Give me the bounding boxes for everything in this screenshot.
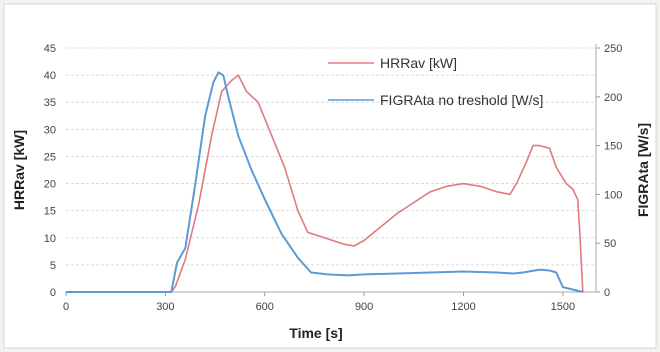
y-left-tick-label: 20: [44, 179, 56, 191]
tick-labels: 0 5 10 15 20 25 30 35 40 45 0 50 100 150 200 250 0 300 600…: [44, 43, 623, 313]
y-right-tick-label: 0: [604, 287, 610, 299]
series-lines: [66, 71, 584, 293]
y-right-tick-label: 250: [604, 43, 622, 55]
y-left-tick-label: 35: [44, 97, 56, 109]
series-hrr-line: [66, 74, 584, 293]
y-right-tick-label: 100: [604, 189, 622, 201]
y-left-tick-label: 0: [50, 287, 56, 299]
x-tick-label: 1200: [451, 301, 475, 313]
chart-frame: [3, 3, 657, 349]
y-left-tick-label: 30: [44, 124, 56, 136]
gridlines: [66, 47, 596, 266]
x-tick-label: 900: [355, 301, 373, 313]
x-tick-label: 1500: [551, 301, 575, 313]
legend-label-hrr: HRRav [kW]: [380, 55, 457, 71]
x-axis-title: Time [s]: [289, 325, 342, 341]
legend: HRRav [kW] FIGRAta no treshold [W/s]: [328, 55, 543, 108]
series-figra-line: [66, 71, 584, 293]
y-left-tick-label: 15: [44, 206, 56, 218]
x-tick-label: 300: [156, 301, 174, 313]
y-right-axis-title: FIGRAta [W/s]: [635, 123, 651, 217]
x-tick-label: 600: [256, 301, 274, 313]
y-right-tick-label: 150: [604, 141, 622, 153]
y-left-tick-label: 5: [50, 260, 56, 272]
legend-label-figra: FIGRAta no treshold [W/s]: [380, 92, 543, 108]
y-right-tick-label: 50: [604, 238, 616, 250]
y-left-axis-title: HRRav [kW]: [11, 130, 27, 210]
x-tick-label: 0: [63, 301, 69, 313]
y-left-tick-label: 45: [44, 43, 56, 55]
y-left-tick-label: 10: [44, 233, 56, 245]
y-right-tick-label: 200: [604, 92, 622, 104]
y-left-tick-label: 40: [44, 70, 56, 82]
y-left-tick-label: 25: [44, 151, 56, 163]
